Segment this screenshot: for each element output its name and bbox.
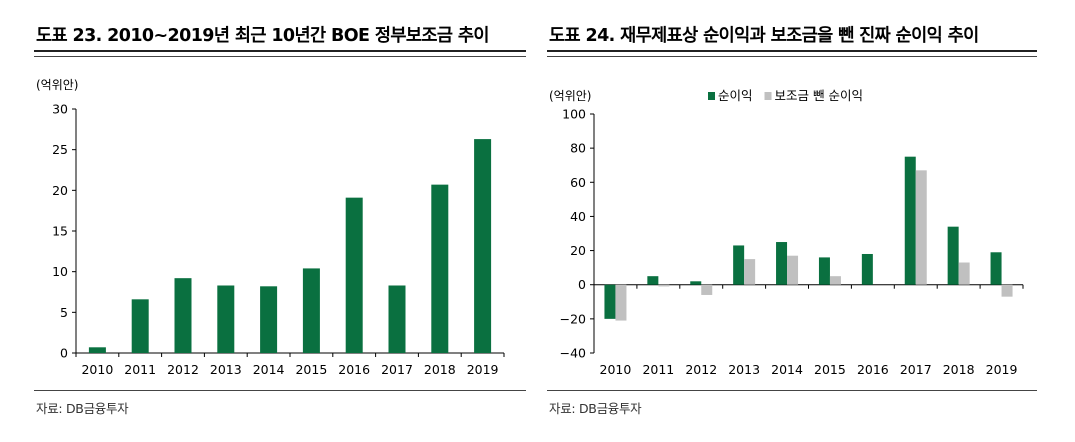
right-y-tick-label: 60 bbox=[570, 175, 586, 190]
left-y-tick-label: 0 bbox=[60, 346, 68, 361]
right-x-tick-label: 2011 bbox=[642, 362, 674, 377]
right-bar-secondary-2015 bbox=[829, 276, 841, 285]
left-bar-primary-2011 bbox=[131, 299, 149, 353]
right-bar-secondary-2019 bbox=[1001, 284, 1013, 297]
left-bottom-rule bbox=[34, 390, 526, 391]
right-y-tick-label: 80 bbox=[570, 141, 586, 156]
left-y-tick-label: 20 bbox=[52, 183, 68, 198]
right-bar-secondary-2017 bbox=[915, 170, 927, 285]
left-bar-primary-2012 bbox=[174, 278, 192, 353]
right-x-tick-label: 2013 bbox=[728, 362, 760, 377]
right-x-tick-label: 2016 bbox=[857, 362, 889, 377]
left-x-tick-label: 2011 bbox=[124, 362, 156, 377]
left-bar-primary-2017 bbox=[388, 285, 406, 353]
right-y-tick-label: 0 bbox=[578, 277, 586, 292]
right-y-tick-label: 20 bbox=[570, 243, 586, 258]
right-bar-primary-2017 bbox=[904, 156, 916, 285]
left-y-tick-label: 30 bbox=[52, 102, 68, 117]
right-x-tick-label: 2019 bbox=[986, 362, 1018, 377]
right-bar-secondary-2018 bbox=[958, 262, 970, 285]
right-bar-primary-2015 bbox=[818, 257, 830, 285]
left-bar-primary-2010 bbox=[88, 347, 106, 353]
left-x-tick-label: 2010 bbox=[81, 362, 113, 377]
left-y-tick-label: 25 bbox=[52, 142, 68, 157]
right-bar-secondary-2013 bbox=[744, 259, 756, 285]
right-title-rule bbox=[547, 50, 1037, 52]
right-x-tick-label: 2017 bbox=[900, 362, 932, 377]
left-chart-panel: 도표 23. 2010~2019년 최근 10년간 BOE 정부보조금 추이 (… bbox=[34, 0, 526, 442]
right-chart-title: 도표 24. 재무제표상 순이익과 보조금을 뺀 진짜 순이익 추이 bbox=[549, 26, 979, 46]
left-y-unit-label: (억위안) bbox=[36, 78, 78, 92]
right-y-tick-label: −20 bbox=[560, 311, 586, 326]
left-x-tick-label: 2013 bbox=[210, 362, 242, 377]
right-bar-primary-2011 bbox=[647, 276, 659, 285]
left-bar-primary-2015 bbox=[302, 268, 320, 353]
left-bar-primary-2018 bbox=[431, 184, 449, 353]
right-bar-primary-2010 bbox=[604, 284, 616, 319]
left-title-rule-thin bbox=[34, 56, 526, 57]
left-x-tick-label: 2019 bbox=[467, 362, 499, 377]
left-chart-title: 도표 23. 2010~2019년 최근 10년간 BOE 정부보조금 추이 bbox=[36, 26, 489, 46]
right-source-note: 자료: DB금융투자 bbox=[549, 401, 642, 416]
right-legend-label-2: 보조금 뺀 순이익 bbox=[775, 88, 863, 103]
right-x-tick-label: 2010 bbox=[600, 362, 632, 377]
right-y-tick-label: −40 bbox=[560, 346, 586, 361]
right-x-tick-label: 2015 bbox=[814, 362, 846, 377]
right-x-tick-label: 2012 bbox=[685, 362, 717, 377]
left-title-rule bbox=[34, 50, 526, 52]
left-source-note: 자료: DB금융투자 bbox=[36, 401, 129, 416]
right-legend-swatch-1 bbox=[708, 92, 715, 100]
left-y-tick-label: 10 bbox=[52, 264, 68, 279]
right-bar-secondary-2010 bbox=[615, 284, 627, 321]
right-chart-panel: 도표 24. 재무제표상 순이익과 보조금을 뺀 진짜 순이익 추이 (억위안)… bbox=[547, 0, 1037, 442]
left-bar-primary-2016 bbox=[345, 197, 363, 353]
right-bar-primary-2018 bbox=[947, 226, 959, 285]
right-bar-primary-2019 bbox=[990, 252, 1002, 285]
right-legend-swatch-2 bbox=[764, 92, 772, 100]
left-x-tick-label: 2012 bbox=[167, 362, 199, 377]
right-legend-label-1: 순이익 bbox=[718, 88, 753, 103]
left-x-tick-label: 2015 bbox=[295, 362, 327, 377]
right-bottom-rule bbox=[547, 390, 1037, 391]
right-bar-chart: (억위안) −40 −20 0 20 40 60 80 100 2010 2011 2012 2013 2… bbox=[549, 88, 1024, 377]
right-bar-primary-2016 bbox=[861, 253, 873, 285]
right-bar-secondary-2012 bbox=[701, 284, 713, 295]
left-x-tick-label: 2016 bbox=[338, 362, 370, 377]
right-x-tick-label: 2018 bbox=[943, 362, 975, 377]
right-bar-secondary-2014 bbox=[787, 255, 799, 285]
left-x-tick-label: 2014 bbox=[253, 362, 285, 377]
left-bar-chart: (억위안) 0 5 10 15 20 25 30 2010 2011 2012 2013 2014 201… bbox=[36, 78, 505, 377]
left-bar-primary-2013 bbox=[217, 285, 235, 353]
left-y-tick-label: 15 bbox=[52, 224, 68, 239]
left-bar-primary-2019 bbox=[474, 139, 492, 353]
right-x-tick-label: 2014 bbox=[771, 362, 803, 377]
right-title-rule-thin bbox=[547, 56, 1037, 57]
right-y-tick-label: 100 bbox=[562, 107, 586, 122]
left-x-tick-label: 2017 bbox=[381, 362, 413, 377]
right-bar-primary-2013 bbox=[733, 245, 745, 285]
right-bar-primary-2012 bbox=[690, 281, 702, 285]
right-y-unit-label: (억위안) bbox=[549, 89, 591, 103]
right-bar-secondary-2011 bbox=[658, 284, 670, 287]
right-y-tick-label: 40 bbox=[570, 209, 586, 224]
left-y-tick-label: 5 bbox=[60, 305, 68, 320]
right-bar-primary-2014 bbox=[776, 242, 788, 285]
left-bar-primary-2014 bbox=[260, 286, 278, 353]
left-x-tick-label: 2018 bbox=[424, 362, 456, 377]
